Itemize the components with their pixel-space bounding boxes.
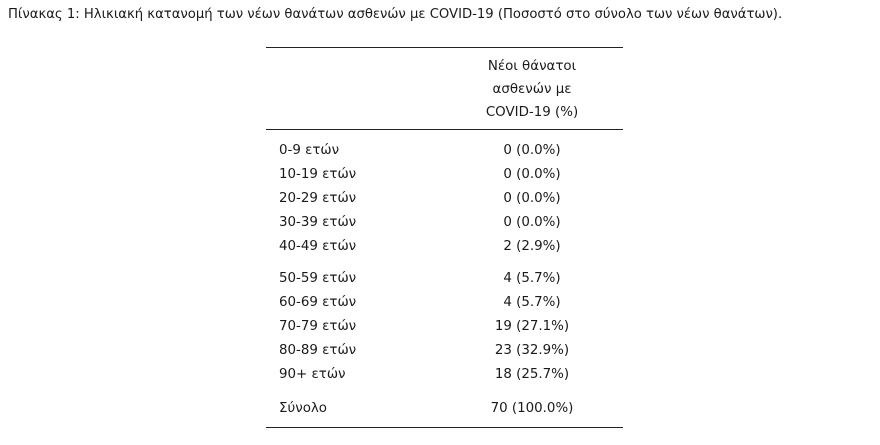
age-group-label: 50-59 ετών bbox=[279, 271, 357, 286]
table-row: 30-39 ετών 0 (0.0%) bbox=[266, 211, 623, 235]
table-row: 80-89 ετών 23 (32.9%) bbox=[266, 339, 623, 363]
deaths-value: 23 (32.9%) bbox=[494, 343, 570, 358]
deaths-value: 4 (5.7%) bbox=[503, 271, 561, 286]
deaths-value: 0 (0.0%) bbox=[503, 167, 561, 182]
table-row: 0-9 ετών 0 (0.0%) bbox=[266, 139, 623, 163]
deaths-value: 0 (0.0%) bbox=[503, 143, 561, 158]
table-total-row: Σύνολο 70 (100.0%) bbox=[266, 397, 623, 423]
age-group-label: 40-49 ετών bbox=[279, 239, 357, 254]
table-row: 50-59 ετών 4 (5.7%) bbox=[266, 267, 623, 291]
table-header: Νέοι θάνατοι ασθενών με COVID-19 (%) bbox=[266, 48, 623, 129]
deaths-value: 4 (5.7%) bbox=[503, 295, 561, 310]
age-group-label: 80-89 ετών bbox=[279, 343, 357, 358]
table-top-rule bbox=[266, 47, 623, 48]
age-distribution-table: Νέοι θάνατοι ασθενών με COVID-19 (%) 0-9… bbox=[266, 47, 623, 428]
table-row: 20-29 ετών 0 (0.0%) bbox=[266, 187, 623, 211]
deaths-value: 19 (27.1%) bbox=[494, 319, 570, 334]
column-header-deaths: Νέοι θάνατοι ασθενών με COVID-19 (%) bbox=[452, 55, 612, 124]
table-caption: Πίνακας 1: Ηλικιακή κατανομή των νέων θα… bbox=[8, 7, 783, 22]
table-row: 40-49 ετών 2 (2.9%) bbox=[266, 235, 623, 259]
table-row: 70-79 ετών 19 (27.1%) bbox=[266, 315, 623, 339]
column-header-line: ασθενών με bbox=[492, 82, 572, 97]
age-group-label: 90+ ετών bbox=[279, 367, 346, 382]
total-value: 70 (100.0%) bbox=[490, 401, 574, 416]
table-row: 90+ ετών 18 (25.7%) bbox=[266, 363, 623, 387]
deaths-value: 2 (2.9%) bbox=[503, 239, 561, 254]
deaths-value: 18 (25.7%) bbox=[494, 367, 570, 382]
deaths-value: 0 (0.0%) bbox=[503, 215, 561, 230]
table-row: 60-69 ετών 4 (5.7%) bbox=[266, 291, 623, 315]
age-group-label: 20-29 ετών bbox=[279, 191, 357, 206]
age-group-label: 10-19 ετών bbox=[279, 167, 357, 182]
table-header-rule bbox=[266, 129, 623, 130]
total-label: Σύνολο bbox=[279, 401, 327, 416]
column-header-line: COVID-19 (%) bbox=[485, 105, 579, 120]
age-group-label: 0-9 ετών bbox=[279, 143, 340, 158]
age-group-label: 30-39 ετών bbox=[279, 215, 357, 230]
deaths-value: 0 (0.0%) bbox=[503, 191, 561, 206]
table-bottom-rule bbox=[266, 427, 623, 428]
table-body: 0-9 ετών 0 (0.0%) 10-19 ετών 0 (0.0%) 20… bbox=[266, 130, 623, 423]
age-group-label: 60-69 ετών bbox=[279, 295, 357, 310]
age-group-label: 70-79 ετών bbox=[279, 319, 357, 334]
column-header-line: Νέοι θάνατοι bbox=[487, 59, 577, 74]
table-row: 10-19 ετών 0 (0.0%) bbox=[266, 163, 623, 187]
